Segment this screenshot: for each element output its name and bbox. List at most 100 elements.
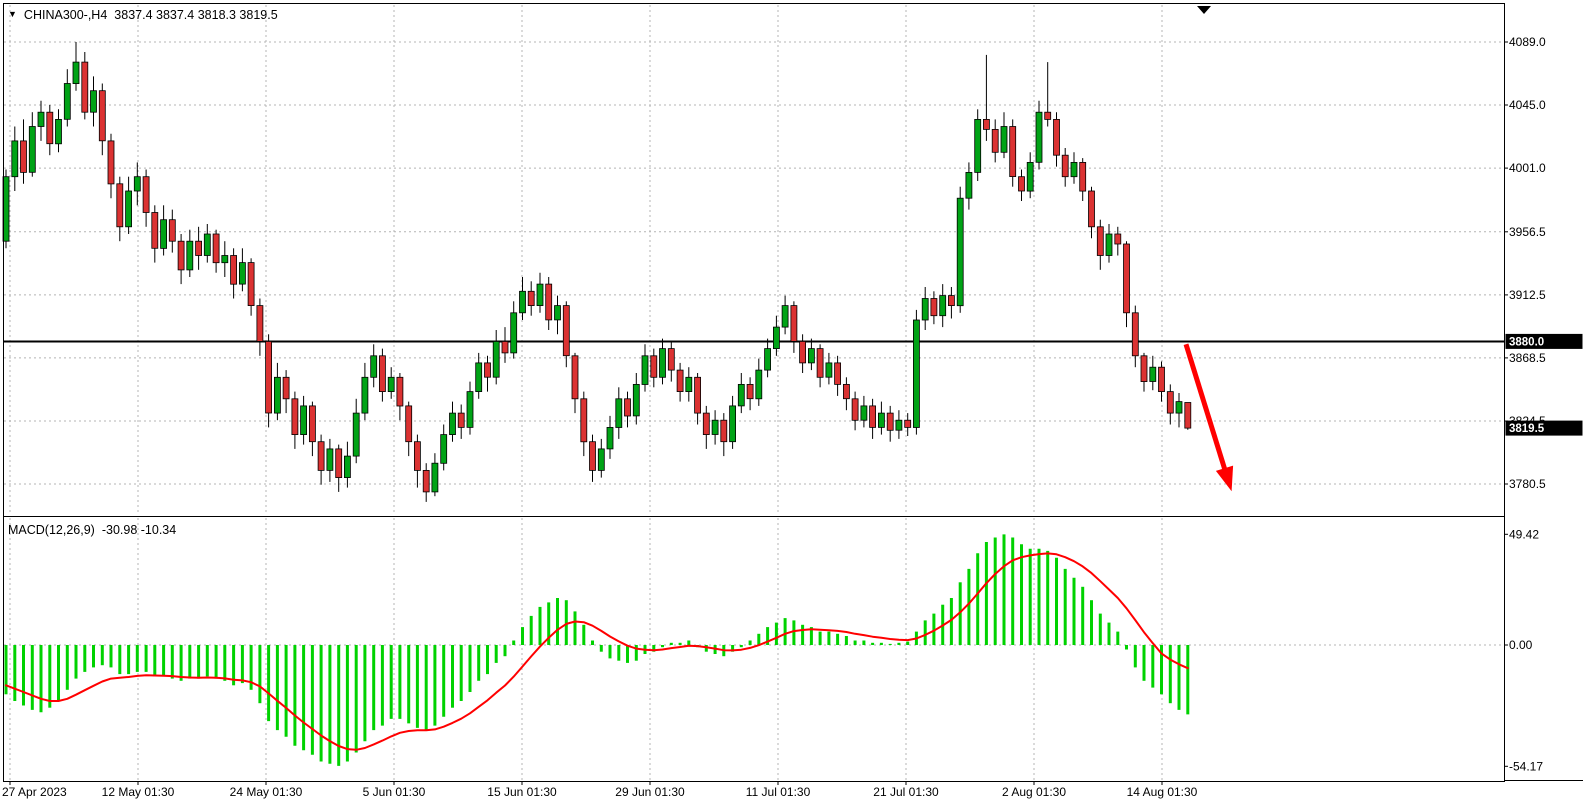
candle-body bbox=[1044, 111, 1052, 120]
macd-signal-line bbox=[5, 552, 1189, 751]
candle-body bbox=[151, 212, 159, 249]
candle-body bbox=[1140, 355, 1148, 382]
candle-body bbox=[116, 183, 124, 228]
price-axis-label: 4001.0 bbox=[1509, 161, 1546, 175]
candle-body bbox=[956, 197, 964, 307]
candle-body bbox=[413, 441, 421, 471]
candle-body bbox=[492, 340, 500, 378]
time-axis-label: 27 Apr 2023 bbox=[2, 785, 67, 799]
candle-body bbox=[1035, 111, 1043, 163]
candle-body bbox=[755, 369, 763, 400]
candle-body bbox=[808, 348, 815, 364]
candle-body bbox=[405, 405, 413, 443]
candle-body bbox=[1166, 391, 1174, 414]
candle-body bbox=[667, 348, 675, 371]
candle-body bbox=[965, 171, 973, 199]
candle-body bbox=[764, 348, 771, 371]
candle-body bbox=[536, 283, 544, 307]
candle-body bbox=[203, 233, 211, 256]
macd-pane-border bbox=[3, 516, 1505, 782]
candle-body bbox=[606, 426, 614, 450]
candle-body bbox=[1096, 226, 1104, 256]
candle-body bbox=[702, 412, 710, 436]
price-axis-label: 3956.5 bbox=[1509, 225, 1546, 239]
candle-body bbox=[195, 240, 203, 256]
candle-body bbox=[632, 383, 640, 417]
price-axis-label: 4045.0 bbox=[1509, 98, 1546, 112]
candle-body bbox=[624, 398, 631, 417]
price-axis-label: 3912.5 bbox=[1509, 288, 1546, 302]
candle-body bbox=[746, 383, 754, 400]
candle-body bbox=[1175, 401, 1183, 414]
candle-body bbox=[361, 376, 369, 414]
candle-body bbox=[300, 405, 308, 435]
time-axis-label: 24 May 01:30 bbox=[230, 785, 303, 799]
candle-body bbox=[317, 441, 325, 471]
trend-arrow-head[interactable] bbox=[1215, 465, 1234, 492]
hline-price-badge bbox=[1505, 333, 1583, 349]
candle-body bbox=[1131, 312, 1139, 357]
candle-body bbox=[221, 255, 229, 264]
candle-body bbox=[825, 362, 833, 378]
symbol-dropdown-icon[interactable]: ▼ bbox=[8, 8, 17, 19]
candle-body bbox=[449, 412, 456, 436]
candle-body bbox=[913, 319, 920, 428]
candle-body bbox=[72, 61, 80, 84]
candle-body bbox=[737, 383, 745, 407]
candle-body bbox=[878, 412, 885, 428]
candle-body bbox=[457, 412, 465, 428]
candle-body bbox=[711, 419, 719, 435]
candle-body bbox=[475, 362, 483, 392]
candle-body bbox=[1026, 161, 1034, 192]
candle-body bbox=[790, 305, 798, 342]
candle-body bbox=[370, 355, 378, 378]
candle-body bbox=[308, 405, 316, 443]
last-price-badge bbox=[1505, 420, 1583, 436]
candle-body bbox=[501, 340, 509, 354]
candle-body bbox=[396, 376, 404, 407]
candle-body bbox=[431, 462, 439, 493]
candle-body bbox=[1053, 119, 1060, 156]
candle-body bbox=[869, 405, 876, 428]
candle-body bbox=[422, 469, 430, 493]
candle-body bbox=[799, 340, 806, 364]
candle-body bbox=[484, 362, 491, 378]
candle-body bbox=[650, 355, 658, 378]
chart-shift-marker-icon[interactable] bbox=[1197, 6, 1211, 14]
candle-body bbox=[98, 90, 106, 142]
candle-body bbox=[160, 219, 168, 249]
candle-body bbox=[28, 126, 36, 173]
candle-body bbox=[676, 369, 684, 393]
time-axis-label: 29 Jun 01:30 bbox=[615, 785, 685, 799]
hline-price-badge-text: 3880.0 bbox=[1509, 336, 1544, 348]
candle-body bbox=[265, 340, 273, 414]
candle-body bbox=[230, 255, 238, 285]
time-axis-label: 12 May 01:30 bbox=[102, 785, 175, 799]
candle-body bbox=[983, 119, 990, 130]
candle-body bbox=[816, 348, 824, 378]
candle-body bbox=[921, 298, 929, 321]
candle-body bbox=[510, 312, 518, 354]
candle-body bbox=[694, 376, 701, 414]
candle-body bbox=[545, 283, 553, 321]
candle-body bbox=[904, 419, 912, 428]
candle-body bbox=[1184, 402, 1192, 429]
candle-body bbox=[256, 305, 264, 342]
indicator-values: -30.98 -10.34 bbox=[101, 523, 177, 537]
candle-body bbox=[291, 398, 299, 435]
candle-body bbox=[177, 240, 185, 271]
candle-body bbox=[37, 111, 45, 127]
quote-values: 3837.4 3837.4 3818.3 3819.5 bbox=[114, 8, 278, 22]
candle-body bbox=[1123, 243, 1130, 314]
time-axis-label: 21 Jul 01:30 bbox=[873, 785, 939, 799]
candle-body bbox=[335, 448, 343, 478]
trend-arrow-shaft[interactable] bbox=[1183, 343, 1230, 477]
candle-body bbox=[834, 362, 841, 385]
candle-body bbox=[527, 290, 535, 306]
candle-body bbox=[554, 305, 561, 321]
time-axis-label: 14 Aug 01:30 bbox=[1127, 785, 1198, 799]
macd-axis-label: -54.17 bbox=[1509, 759, 1543, 773]
candle-body bbox=[1158, 366, 1165, 393]
